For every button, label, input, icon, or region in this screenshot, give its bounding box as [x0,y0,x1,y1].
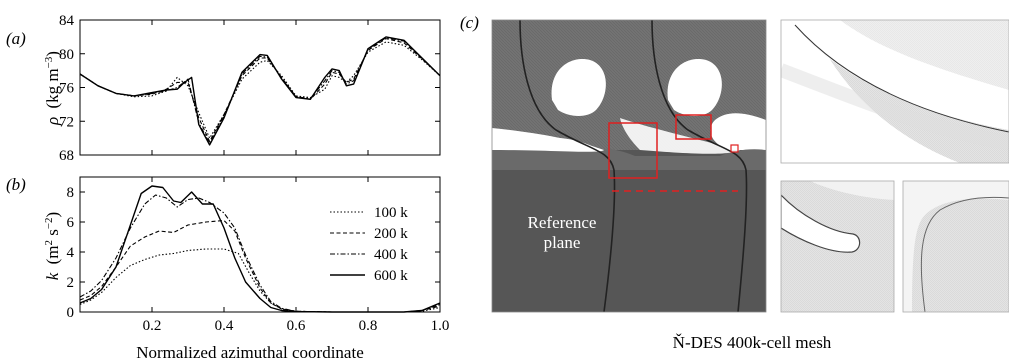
y-label-a-exp: −3 [43,56,55,68]
mesh-caption: Ň-DES 400k-cell mesh [673,333,832,352]
xtick-label-b: 0.4 [215,318,234,334]
ytick-label-b: 8 [67,185,75,201]
svg-text:ρ (kg m−3): ρ (kg m−3) [43,51,62,126]
chart-a: 68 72 76 80 84 [59,13,441,164]
y-label-b-symbol: k [43,272,62,280]
xtick-label-b: 0.6 [287,318,306,334]
legend-label: 400 k [374,247,408,263]
plot-frame-b [79,176,441,313]
y-label-b-exp: 2 [43,240,55,246]
panel-label-a: (a) [6,29,26,48]
reference-label-line1: Reference [528,213,597,232]
ytick-label-b: 0 [67,305,75,321]
y-label-b-exp2: −2 [43,217,55,229]
plot-frame-a [79,19,441,156]
zoom-box-3 [730,144,739,153]
svg-text:k (m2 s−2): k (m2 s−2) [43,212,62,280]
reference-label-line2: plane [544,233,581,252]
ytick-label-a: 84 [59,13,75,29]
mesh-zoom-bottom-right [903,181,1009,312]
mesh-main-image [492,20,766,312]
ytick-label-b: 6 [67,215,75,231]
x-axis-label: Normalized azimuthal coordinate [136,343,364,362]
zoom-box-2 [675,114,712,140]
ytick-label-a: 68 [59,148,74,164]
xtick-label-b: 1.0 [431,318,450,334]
ytick-label-a: 80 [59,47,74,63]
series-line-b-600k [79,185,441,313]
panel-label-c: (c) [460,13,479,32]
series-line-a-400k [79,37,441,144]
legend-label: 200 k [374,226,408,242]
y-label-a-symbol: ρ [43,117,62,126]
ytick-label-b: 4 [67,245,75,261]
y-label-b-unit2: s [43,229,62,240]
legend-label: 100 k [374,205,408,221]
ytick-label-a: 76 [59,81,75,97]
zoom-box-1 [608,122,658,179]
legend: 100 k 200 k 400 k 600 k [330,205,408,284]
y-label-b-unit: (m [43,246,62,265]
ytick-label-b: 2 [67,275,75,291]
y-label-b: k (m2 s−2) [43,212,62,280]
panel-label-b: (b) [6,175,26,194]
xtick-label-b: 0.8 [359,318,378,334]
mesh-zoom-top-right [781,20,1009,163]
series-line-a-600k [79,36,441,146]
mesh-zoom-bottom-left [781,181,894,312]
y-label-a: ρ (kg m−3) [43,51,62,126]
xtick-label-b: 0.2 [143,318,162,334]
legend-label: 600 k [374,268,408,284]
ytick-label-a: 72 [59,114,74,130]
y-label-a-unit: (kg m [43,68,62,108]
chart-b: 0 2 4 6 8 0.2 0.4 0.6 0.8 1.0 [67,176,450,334]
